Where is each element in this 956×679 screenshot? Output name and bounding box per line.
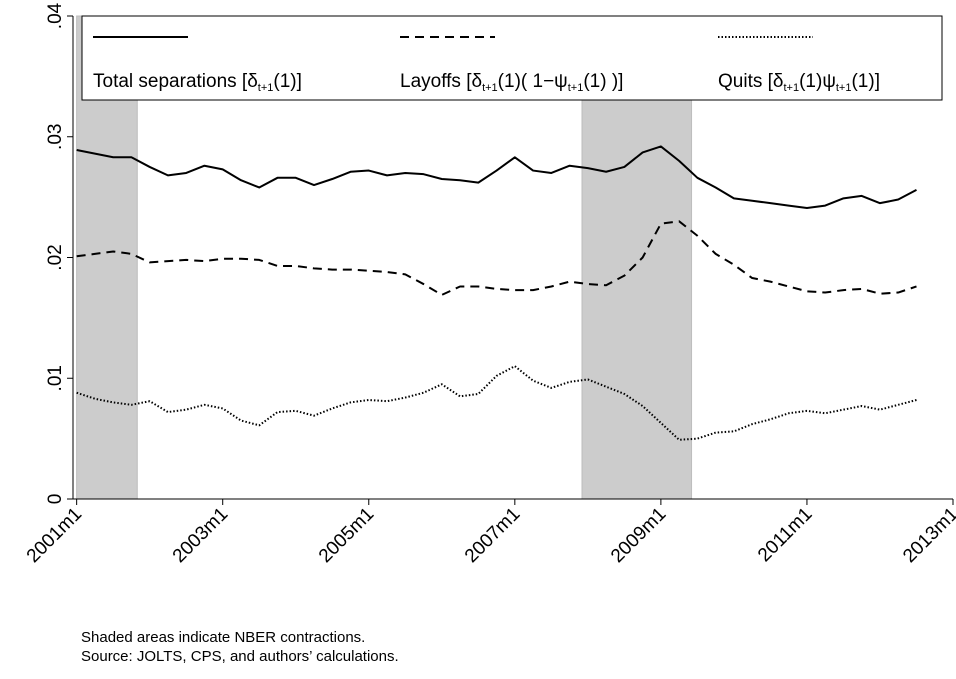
legend-label-part: (1)( 1−ψ [498, 71, 568, 92]
y-tick-label: .01 [45, 365, 66, 391]
y-tick-label: 0 [45, 494, 66, 505]
legend-label-part: t+1 [568, 82, 584, 94]
legend-label: Total separations [δt+1(1)] [93, 71, 302, 94]
x-tick-label: 2007m1 [461, 504, 524, 567]
legend-label-part: t+1 [258, 82, 274, 94]
x-tick-label: 2013m1 [899, 504, 956, 567]
legend-box [81, 15, 943, 101]
footnote: Source: JOLTS, CPS, and authors’ calcula… [81, 648, 399, 665]
legend-label-part: (1)] [851, 71, 880, 92]
legend-label-part: (1) )] [583, 71, 623, 92]
series-line [76, 145, 917, 209]
legend-label-part: t+1 [482, 82, 498, 94]
series-line [76, 365, 917, 441]
y-tick-label: .02 [45, 244, 66, 270]
footnote: Shaded areas indicate NBER contractions. [81, 629, 365, 646]
legend-label-part: t+1 [783, 82, 799, 94]
legend-label: Quits [δt+1(1)ψt+1(1)] [718, 71, 880, 94]
y-tick-label: .04 [45, 2, 66, 29]
legend-label-part: Total separations [δ [93, 71, 258, 92]
legend-label: Layoffs [δt+1(1)( 1−ψt+1(1) )] [400, 71, 623, 94]
legend-label-part: (1)] [273, 71, 302, 92]
x-tick-label: 2009m1 [607, 504, 670, 567]
y-tick-label: .03 [45, 124, 66, 150]
x-tick-label: 2005m1 [315, 504, 378, 567]
legend-label-part: Quits [δ [718, 71, 783, 92]
legend-label-part: (1)ψ [799, 71, 836, 92]
legend-label-part: t+1 [836, 82, 852, 94]
x-tick-label: 2001m1 [23, 504, 86, 567]
x-tick-label: 2011m1 [754, 504, 816, 566]
x-tick-label: 2003m1 [169, 504, 232, 567]
series-line [76, 220, 917, 296]
legend-label-part: Layoffs [δ [400, 71, 482, 92]
